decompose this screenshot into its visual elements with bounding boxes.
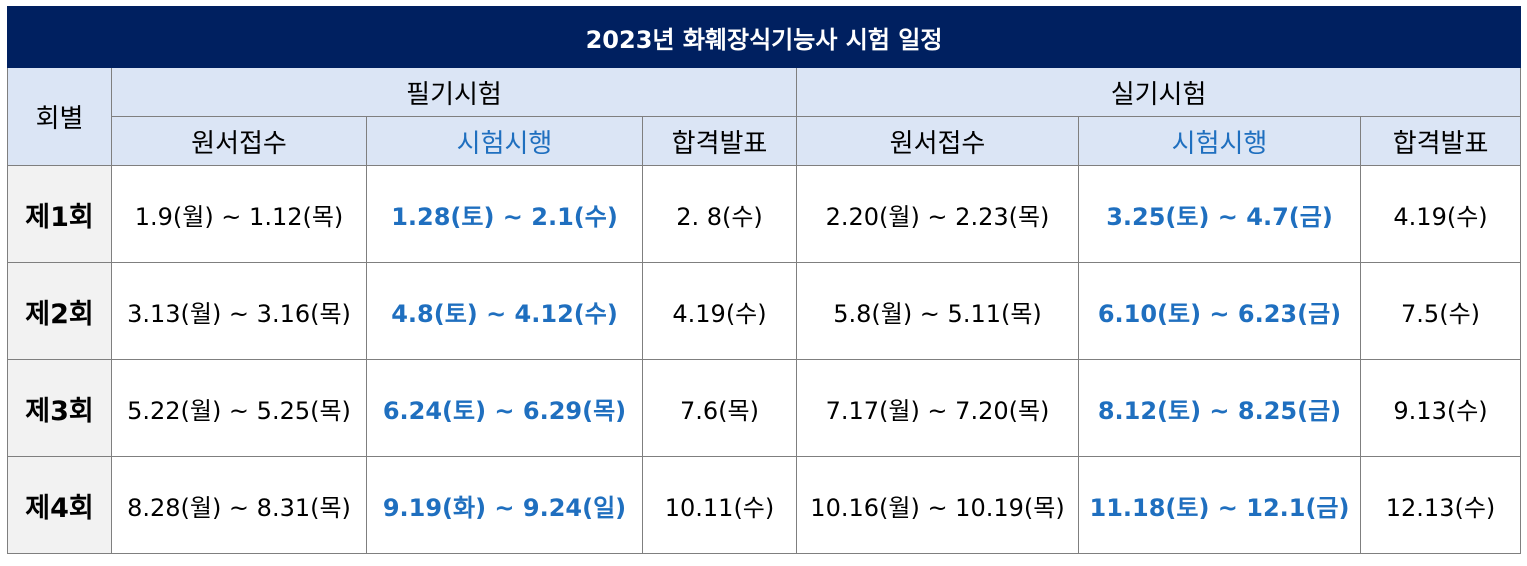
- written-result-date: 10.11(수): [642, 456, 797, 554]
- header-written-result: 합격발표: [642, 116, 797, 166]
- practical-exam-period: 6.10(토) ~ 6.23(금): [1078, 262, 1361, 360]
- table-row: 제2회 3.13(월) ~ 3.16(목) 4.8(토) ~ 4.12(수) 4…: [7, 262, 1522, 360]
- round-label: 제1회: [7, 165, 112, 263]
- written-apply-period: 5.22(월) ~ 5.25(목): [111, 359, 367, 457]
- practical-result-date: 12.13(수): [1359, 456, 1522, 554]
- written-exam-period: 4.8(토) ~ 4.12(수): [366, 262, 643, 360]
- header-practical-apply: 원서접수: [796, 116, 1079, 166]
- table-row: 제1회 1.9(월) ~ 1.12(목) 1.28(토) ~ 2.1(수) 2.…: [7, 165, 1522, 263]
- written-exam-period: 1.28(토) ~ 2.1(수): [366, 165, 643, 263]
- header-practical-exam-date: 시험시행: [1078, 116, 1361, 166]
- practical-apply-period: 7.17(월) ~ 7.20(목): [796, 359, 1079, 457]
- round-label: 제2회: [7, 262, 112, 360]
- practical-result-date: 7.5(수): [1359, 262, 1522, 360]
- schedule-container: 2023년 화훼장식기능사 시험 일정 회별 필기시험 실기시험 원서접수 시험…: [6, 6, 1522, 554]
- practical-exam-period: 11.18(토) ~ 12.1(금): [1078, 456, 1361, 554]
- written-apply-period: 8.28(월) ~ 8.31(목): [111, 456, 367, 554]
- header-written-apply: 원서접수: [111, 116, 367, 166]
- practical-exam-period: 8.12(토) ~ 8.25(금): [1078, 359, 1361, 457]
- round-label: 제4회: [7, 456, 112, 554]
- written-apply-period: 3.13(월) ~ 3.16(목): [111, 262, 367, 360]
- written-exam-period: 9.19(화) ~ 9.24(일): [366, 456, 643, 554]
- table-row: 제4회 8.28(월) ~ 8.31(목) 9.19(화) ~ 9.24(일) …: [7, 456, 1522, 554]
- header-practical-exam: 실기시험: [795, 67, 1522, 117]
- header-round: 회별: [7, 67, 112, 166]
- practical-result-date: 9.13(수): [1359, 359, 1522, 457]
- table-row: 제3회 5.22(월) ~ 5.25(목) 6.24(토) ~ 6.29(목) …: [7, 359, 1522, 457]
- practical-exam-period: 3.25(토) ~ 4.7(금): [1078, 165, 1361, 263]
- written-result-date: 7.6(목): [642, 359, 797, 457]
- written-result-date: 4.19(수): [642, 262, 797, 360]
- header-written-exam: 필기시험: [111, 67, 797, 117]
- table-title: 2023년 화훼장식기능사 시험 일정: [6, 6, 1522, 68]
- round-label: 제3회: [7, 359, 112, 457]
- practical-apply-period: 2.20(월) ~ 2.23(목): [796, 165, 1079, 263]
- written-result-date: 2. 8(수): [642, 165, 797, 263]
- exam-schedule-table: 2023년 화훼장식기능사 시험 일정 회별 필기시험 실기시험 원서접수 시험…: [6, 6, 1522, 554]
- practical-apply-period: 5.8(월) ~ 5.11(목): [796, 262, 1079, 360]
- header-practical-result: 합격발표: [1359, 116, 1522, 166]
- header-written-exam-date: 시험시행: [366, 116, 643, 166]
- practical-result-date: 4.19(수): [1359, 165, 1522, 263]
- written-apply-period: 1.9(월) ~ 1.12(목): [111, 165, 367, 263]
- written-exam-period: 6.24(토) ~ 6.29(목): [366, 359, 643, 457]
- practical-apply-period: 10.16(월) ~ 10.19(목): [796, 456, 1079, 554]
